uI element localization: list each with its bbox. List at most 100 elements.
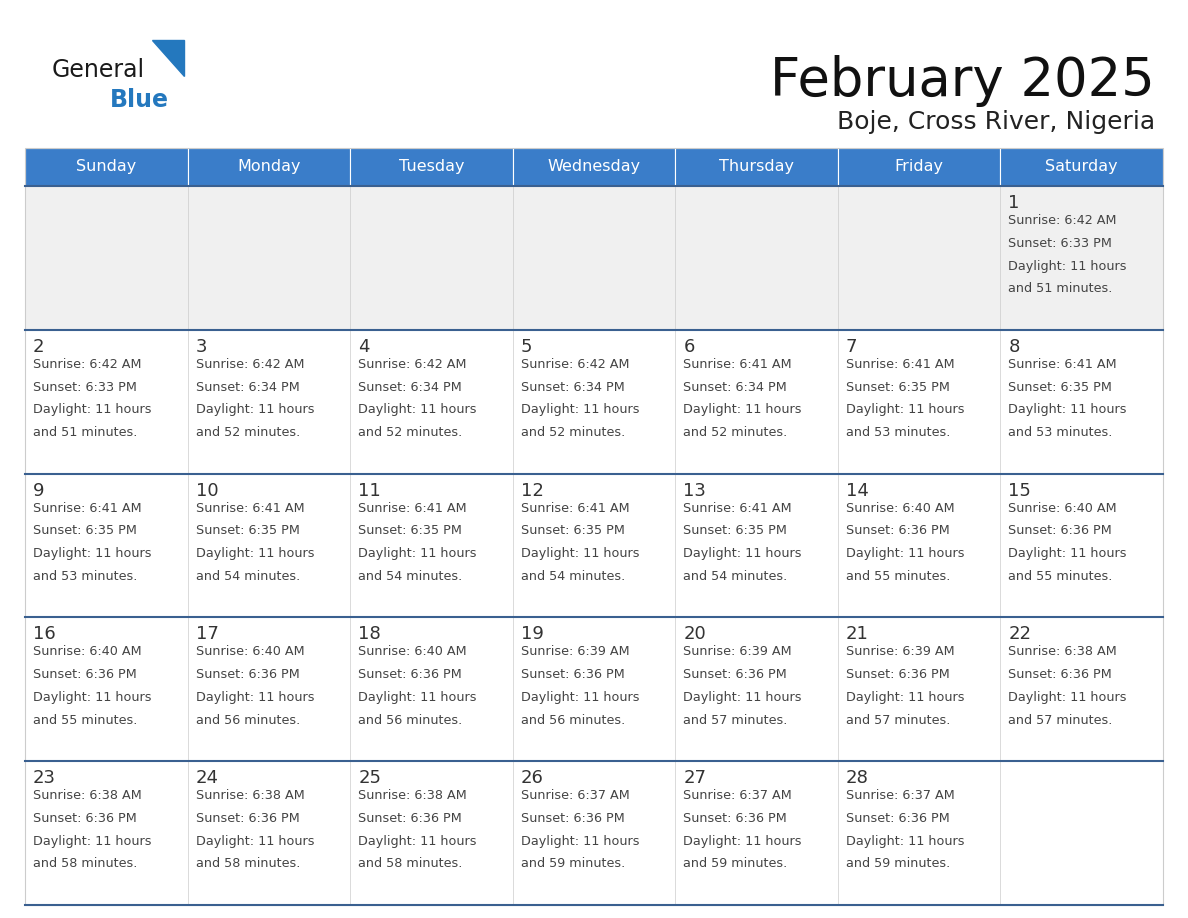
- Text: 17: 17: [196, 625, 219, 644]
- Text: Daylight: 11 hours: Daylight: 11 hours: [358, 834, 476, 847]
- Text: Daylight: 11 hours: Daylight: 11 hours: [846, 403, 965, 417]
- Text: 28: 28: [846, 769, 868, 788]
- Text: Thursday: Thursday: [719, 160, 794, 174]
- Bar: [838, 148, 1000, 186]
- Text: Sunset: 6:36 PM: Sunset: 6:36 PM: [33, 668, 137, 681]
- Text: and 56 minutes.: and 56 minutes.: [358, 713, 462, 727]
- Text: Sunrise: 6:39 AM: Sunrise: 6:39 AM: [683, 645, 792, 658]
- Text: Sunrise: 6:40 AM: Sunrise: 6:40 AM: [1009, 501, 1117, 515]
- Bar: [188, 148, 350, 186]
- Text: and 53 minutes.: and 53 minutes.: [33, 570, 138, 583]
- Text: Daylight: 11 hours: Daylight: 11 hours: [520, 403, 639, 417]
- Text: 8: 8: [1009, 338, 1019, 356]
- Text: Daylight: 11 hours: Daylight: 11 hours: [683, 834, 802, 847]
- Text: Sunset: 6:35 PM: Sunset: 6:35 PM: [1009, 381, 1112, 394]
- Text: 3: 3: [196, 338, 207, 356]
- Text: Sunrise: 6:37 AM: Sunrise: 6:37 AM: [520, 789, 630, 802]
- Text: Sunrise: 6:38 AM: Sunrise: 6:38 AM: [1009, 645, 1117, 658]
- Text: Daylight: 11 hours: Daylight: 11 hours: [1009, 691, 1127, 704]
- Text: 10: 10: [196, 482, 219, 499]
- Text: Sunrise: 6:37 AM: Sunrise: 6:37 AM: [846, 789, 955, 802]
- Text: and 54 minutes.: and 54 minutes.: [196, 570, 299, 583]
- Text: and 58 minutes.: and 58 minutes.: [33, 857, 138, 870]
- Text: Sunset: 6:34 PM: Sunset: 6:34 PM: [683, 381, 786, 394]
- Bar: [1000, 148, 1163, 186]
- Text: Sunset: 6:36 PM: Sunset: 6:36 PM: [1009, 524, 1112, 537]
- Text: General: General: [52, 58, 145, 82]
- Text: Sunset: 6:36 PM: Sunset: 6:36 PM: [196, 668, 299, 681]
- Text: and 59 minutes.: and 59 minutes.: [846, 857, 950, 870]
- Text: Daylight: 11 hours: Daylight: 11 hours: [683, 403, 802, 417]
- Text: Daylight: 11 hours: Daylight: 11 hours: [358, 403, 476, 417]
- Text: Sunrise: 6:41 AM: Sunrise: 6:41 AM: [1009, 358, 1117, 371]
- Text: Daylight: 11 hours: Daylight: 11 hours: [683, 691, 802, 704]
- Text: Sunrise: 6:40 AM: Sunrise: 6:40 AM: [358, 645, 467, 658]
- Bar: [25, 761, 1163, 905]
- Text: and 56 minutes.: and 56 minutes.: [196, 713, 299, 727]
- Text: 15: 15: [1009, 482, 1031, 499]
- Text: Sunset: 6:36 PM: Sunset: 6:36 PM: [33, 812, 137, 825]
- Text: and 52 minutes.: and 52 minutes.: [196, 426, 299, 439]
- Text: Sunset: 6:35 PM: Sunset: 6:35 PM: [196, 524, 299, 537]
- Text: Sunset: 6:36 PM: Sunset: 6:36 PM: [1009, 668, 1112, 681]
- Text: Sunrise: 6:38 AM: Sunrise: 6:38 AM: [33, 789, 141, 802]
- Bar: [513, 148, 675, 186]
- Text: Sunset: 6:33 PM: Sunset: 6:33 PM: [1009, 237, 1112, 250]
- Text: and 53 minutes.: and 53 minutes.: [1009, 426, 1113, 439]
- Text: Daylight: 11 hours: Daylight: 11 hours: [1009, 260, 1127, 273]
- Text: Sunrise: 6:39 AM: Sunrise: 6:39 AM: [520, 645, 630, 658]
- Text: Sunset: 6:33 PM: Sunset: 6:33 PM: [33, 381, 137, 394]
- Text: Monday: Monday: [238, 160, 301, 174]
- Text: 21: 21: [846, 625, 868, 644]
- Text: 14: 14: [846, 482, 868, 499]
- Text: Daylight: 11 hours: Daylight: 11 hours: [846, 547, 965, 560]
- Text: and 53 minutes.: and 53 minutes.: [846, 426, 950, 439]
- Text: Daylight: 11 hours: Daylight: 11 hours: [520, 834, 639, 847]
- Text: 1: 1: [1009, 194, 1019, 212]
- Text: Sunrise: 6:38 AM: Sunrise: 6:38 AM: [196, 789, 304, 802]
- Text: Sunset: 6:36 PM: Sunset: 6:36 PM: [358, 668, 462, 681]
- Text: Daylight: 11 hours: Daylight: 11 hours: [196, 834, 314, 847]
- Text: 22: 22: [1009, 625, 1031, 644]
- Text: Daylight: 11 hours: Daylight: 11 hours: [1009, 403, 1127, 417]
- Text: Sunset: 6:34 PM: Sunset: 6:34 PM: [358, 381, 462, 394]
- Text: and 57 minutes.: and 57 minutes.: [1009, 713, 1113, 727]
- Text: 27: 27: [683, 769, 707, 788]
- Text: 11: 11: [358, 482, 381, 499]
- Polygon shape: [152, 40, 184, 76]
- Text: Daylight: 11 hours: Daylight: 11 hours: [683, 547, 802, 560]
- Text: Blue: Blue: [110, 88, 169, 112]
- Bar: [25, 148, 188, 186]
- Text: and 57 minutes.: and 57 minutes.: [683, 713, 788, 727]
- Text: Sunrise: 6:41 AM: Sunrise: 6:41 AM: [520, 501, 630, 515]
- Bar: [25, 618, 1163, 761]
- Text: Sunset: 6:36 PM: Sunset: 6:36 PM: [520, 812, 625, 825]
- Text: Daylight: 11 hours: Daylight: 11 hours: [358, 547, 476, 560]
- Text: Sunrise: 6:41 AM: Sunrise: 6:41 AM: [683, 358, 792, 371]
- Text: Sunrise: 6:42 AM: Sunrise: 6:42 AM: [520, 358, 630, 371]
- Text: Daylight: 11 hours: Daylight: 11 hours: [33, 834, 152, 847]
- Text: Tuesday: Tuesday: [399, 160, 465, 174]
- Text: and 52 minutes.: and 52 minutes.: [358, 426, 462, 439]
- Text: Sunrise: 6:41 AM: Sunrise: 6:41 AM: [846, 358, 954, 371]
- Text: Sunrise: 6:41 AM: Sunrise: 6:41 AM: [358, 501, 467, 515]
- Text: Saturday: Saturday: [1045, 160, 1118, 174]
- Text: Sunrise: 6:37 AM: Sunrise: 6:37 AM: [683, 789, 792, 802]
- Text: Sunset: 6:35 PM: Sunset: 6:35 PM: [33, 524, 137, 537]
- Text: 6: 6: [683, 338, 695, 356]
- Text: Sunday: Sunday: [76, 160, 137, 174]
- Text: Sunset: 6:36 PM: Sunset: 6:36 PM: [846, 668, 949, 681]
- Text: Sunrise: 6:41 AM: Sunrise: 6:41 AM: [196, 501, 304, 515]
- Text: 16: 16: [33, 625, 56, 644]
- Text: and 54 minutes.: and 54 minutes.: [358, 570, 462, 583]
- Bar: [350, 148, 513, 186]
- Text: Sunset: 6:34 PM: Sunset: 6:34 PM: [520, 381, 625, 394]
- Text: Daylight: 11 hours: Daylight: 11 hours: [33, 547, 152, 560]
- Text: Sunrise: 6:39 AM: Sunrise: 6:39 AM: [846, 645, 954, 658]
- Text: Sunset: 6:35 PM: Sunset: 6:35 PM: [846, 381, 949, 394]
- Text: 7: 7: [846, 338, 858, 356]
- Text: and 52 minutes.: and 52 minutes.: [683, 426, 788, 439]
- Text: Sunrise: 6:42 AM: Sunrise: 6:42 AM: [358, 358, 467, 371]
- Text: 12: 12: [520, 482, 544, 499]
- Text: 4: 4: [358, 338, 369, 356]
